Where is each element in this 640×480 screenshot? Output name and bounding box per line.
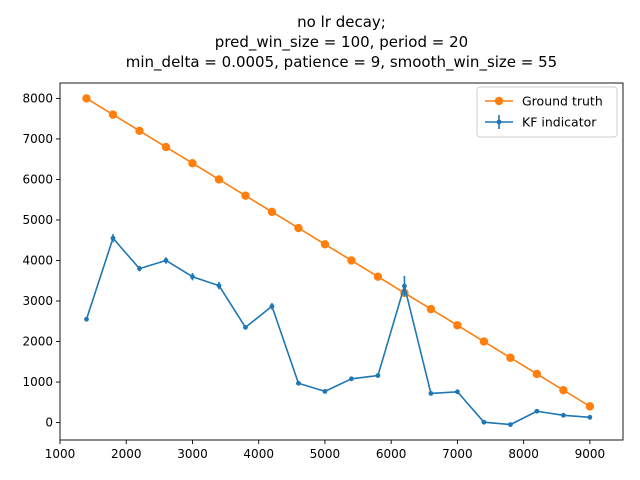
kf-indicator-point [587,414,593,420]
kf-indicator-point [455,389,460,395]
kf-indicator-point [534,408,540,414]
y-tick-label: 7000 [22,132,53,146]
ground-truth-point [559,385,568,395]
ground-truth-point [294,223,303,233]
x-tick-label: 5000 [310,447,341,461]
ground-truth-point [453,321,462,330]
y-tick-label: 6000 [22,172,53,186]
y-tick-label: 0 [45,416,53,430]
series-line-1 [86,97,591,408]
kf-indicator-point [269,303,275,309]
x-tick-label: 8000 [508,447,539,461]
chart-title-line: min_delta = 0.0005, patience = 9, smooth… [126,53,557,72]
ground-truth-point [108,110,118,119]
legend: Ground truth KF indicator [476,86,618,138]
x-tick-label: 7000 [442,447,473,461]
kf-indicator-point [137,266,142,271]
legend-swatch-marker [494,96,504,106]
axes: 1000 2000 3000 4000 5000 6000 7000 8000 9000 0 100… [22,82,624,461]
kf-indicator-point [428,390,434,396]
x-tick-label: 4000 [243,447,274,461]
kf-indicator-point [296,380,301,386]
y-tick-label: 1000 [22,375,53,389]
chart-title-line: pred_win_size = 100, period = 20 [215,33,468,52]
ground-truth-point [373,272,383,281]
chart-title: no lr decay; pred_win_size = 100, period … [126,13,557,72]
plot-area [82,94,595,428]
kf-indicator-point [110,235,116,241]
series-line-2 [85,237,590,426]
ground-truth-point [161,142,171,152]
axes-frame [59,82,624,441]
ground-truth-point [585,402,595,411]
y-tick-label: 2000 [22,335,53,349]
ground-truth-point [320,240,330,249]
x-tick-label: 2000 [111,447,142,461]
kf-indicator-point [322,388,328,394]
x-tick-label: 1000 [45,447,76,461]
legend-label: Ground truth [522,94,603,109]
kf-indicator-point [84,316,89,322]
y-tick-label: 5000 [22,213,53,227]
ground-truth-point [214,175,224,184]
legend-box [476,86,618,138]
ground-truth-point [479,337,489,346]
kf-indicator-point [243,324,248,330]
kf-indicator-point [508,422,513,428]
ground-truth-point [347,256,356,265]
ground-truth-point [82,94,91,103]
y-tick-label: 4000 [22,253,53,267]
ground-truth-point [267,207,277,217]
chart-title-line: no lr decay; [297,13,386,31]
legend-swatch-marker [496,119,502,125]
kf-indicator-point [349,376,354,382]
ground-truth-point [506,353,515,362]
x-tick-label: 9000 [575,447,606,461]
kf-indicator-point [163,258,169,263]
kf-indicator-point [375,373,381,378]
legend-label: KF indicator [522,115,597,130]
y-tick-label: 8000 [22,91,53,105]
kf-indicator-point [560,412,566,418]
kf-indicator-point [190,274,195,280]
ground-truth-point [532,369,542,379]
y-tick-label: 3000 [22,294,53,308]
kf-indicator-point [402,283,407,289]
x-tick-label: 6000 [376,447,407,461]
ground-truth-point [188,159,197,168]
kf-indicator-point [216,283,222,289]
ground-truth-point [241,191,250,200]
ground-truth-point [135,126,144,136]
kf-indicator-point [481,419,487,425]
ground-truth-point [426,304,436,314]
x-tick-label: 3000 [177,447,208,461]
